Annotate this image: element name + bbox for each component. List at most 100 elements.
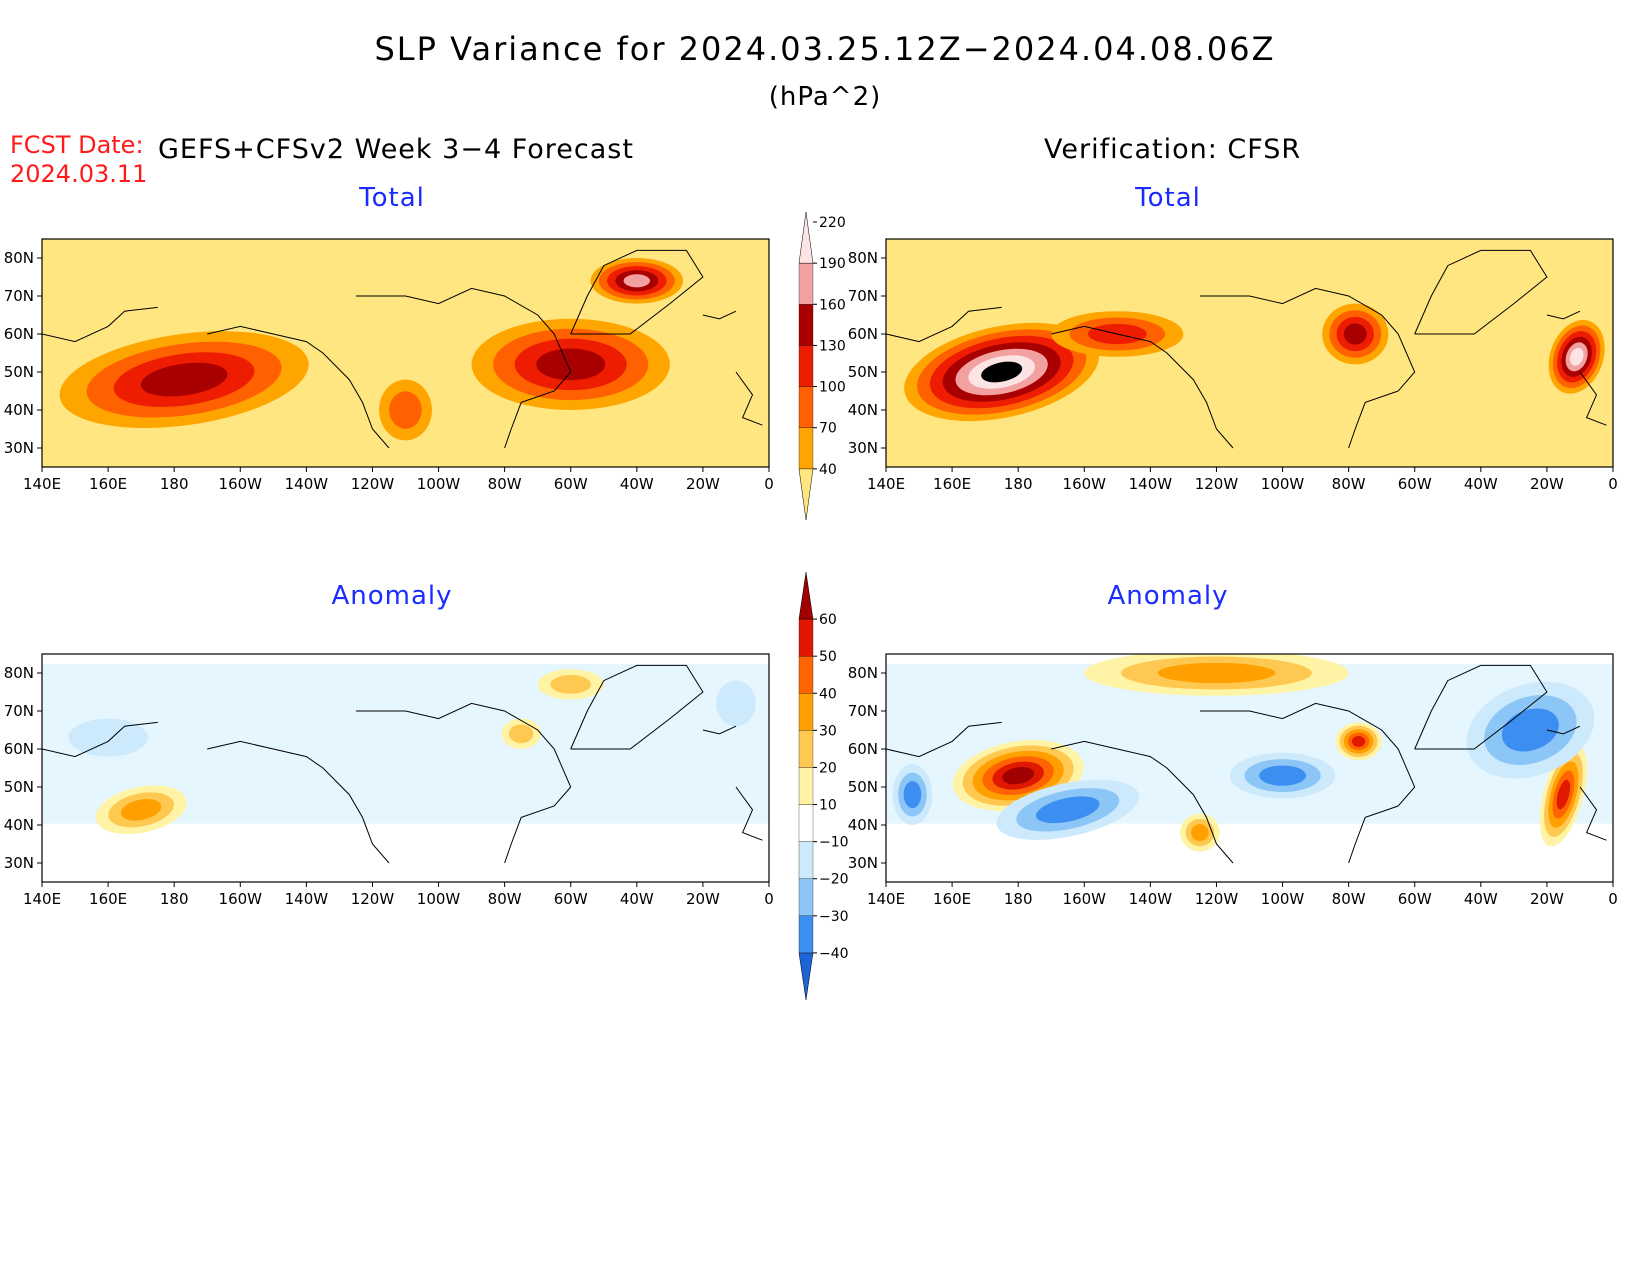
lat-tick-label: 30N [4, 439, 34, 457]
colorbar-swatch [798, 730, 814, 768]
contour-blob-6 [1466, 681, 1595, 779]
lon-tick-label: 60W [1398, 475, 1432, 493]
panel-frame [885, 238, 1614, 468]
colorbar-swatch [798, 262, 814, 305]
colorbar-label: 10 [819, 798, 837, 814]
colorbar-swatch [798, 878, 814, 916]
colorbar-swatch [798, 952, 814, 1001]
coastline-1 [207, 325, 390, 449]
lon-tick-label: 140E [23, 890, 61, 908]
colorbar-swatch [798, 304, 814, 346]
coastline-0 [42, 721, 158, 758]
lat-tick-label: 40N [4, 816, 34, 834]
lon-tick-label: 140E [23, 475, 61, 493]
contour-blob-3 [379, 379, 432, 441]
contour-level-6 [1569, 347, 1584, 366]
lon-tick-label: 0 [1608, 475, 1618, 493]
lon-tick-label: 180 [1004, 890, 1033, 908]
contour-blob-2 [1335, 722, 1382, 761]
contour-blob-8 [1180, 813, 1220, 852]
lon-tick-label: 120W [351, 475, 395, 493]
colorbar-swatch [798, 767, 814, 805]
contour-level-4 [140, 362, 228, 397]
coastline-5 [1579, 371, 1607, 426]
lon-tick-label: 140W [285, 475, 329, 493]
contour-blob-2 [590, 258, 684, 304]
lon-tick-label: 120W [1195, 890, 1239, 908]
lon-tick-label: 80W [488, 890, 522, 908]
contour-blob-3 [1084, 654, 1349, 696]
contour-level--1 [716, 680, 756, 727]
lon-tick-label: 80W [1332, 890, 1366, 908]
panel-title-forecast-total: Total [359, 183, 425, 213]
contour-level-7 [981, 361, 1023, 383]
contour-blob-3 [68, 718, 148, 757]
contour-level-2 [508, 724, 534, 744]
lon-tick-label: 160W [219, 890, 263, 908]
lon-tick-label: 40W [1464, 890, 1498, 908]
colorbar-label: −20 [819, 872, 849, 888]
contour-level-6 [1002, 766, 1035, 785]
contour-level--1 [68, 718, 148, 757]
lon-tick-label: 180 [1004, 475, 1033, 493]
coastline-2 [1199, 702, 1416, 864]
lat-tick-label: 70N [4, 287, 34, 305]
panel-frame [41, 238, 770, 468]
coastline-2 [355, 287, 572, 449]
panel-title-verification-total: Total [1135, 183, 1201, 213]
contour-blob-1 [1322, 303, 1389, 365]
lon-tick-label: 60W [1398, 890, 1432, 908]
colorbar-swatch [798, 427, 814, 470]
contour-blob-0 [904, 322, 1100, 422]
lon-tick-label: 160W [1063, 475, 1107, 493]
map-panel-forecast-total: 140E 160E 180 160W 140W 120W 100W 80W 60W 40W 20W 0… [4, 238, 774, 493]
map-panel-verification-total: 140E 160E 180 160W 140W 120W 100W 80W 60W 40W 20W 0… [848, 238, 1618, 493]
lon-tick-label: 140E [867, 475, 905, 493]
coastline-5 [735, 786, 763, 841]
fcst-date-value: 2024.03.11 [10, 160, 148, 188]
coastline-1 [207, 740, 390, 864]
lon-tick-label: 180 [160, 890, 189, 908]
lon-tick-label: 60W [554, 890, 588, 908]
contour-blob-4 [996, 779, 1140, 840]
lat-tick-label: 40N [848, 401, 878, 419]
lon-tick-label: 60W [554, 475, 588, 493]
contour-blob-2 [501, 718, 541, 749]
lat-tick-label: 40N [4, 401, 34, 419]
lon-tick-label: 80W [1332, 475, 1366, 493]
contour-blob-1 [471, 318, 670, 410]
contour-blob-1 [537, 669, 604, 700]
lon-tick-label: 120W [351, 890, 395, 908]
coastline-1 [1051, 740, 1234, 864]
coastline-0 [886, 721, 1002, 758]
lon-tick-label: 160E [933, 475, 971, 493]
colorbar-swatch [798, 386, 814, 428]
colorbar-label: 130 [819, 338, 846, 354]
lat-tick-label: 60N [4, 740, 34, 758]
colorbar-swatch [798, 211, 814, 264]
coastline-0 [886, 306, 1002, 343]
coastline-3 [570, 249, 704, 335]
coastline-0 [42, 306, 158, 343]
colorbar-total: 40 70 100 130 160 190 220 [798, 211, 846, 521]
lon-tick-label: 140W [285, 890, 329, 908]
colorbar-swatch [798, 618, 814, 657]
forecast-header: GEFS+CFSv2 Week 3−4 Forecast [158, 134, 634, 165]
colorbar-label: −30 [819, 909, 849, 925]
lon-tick-label: 100W [1261, 475, 1305, 493]
lon-tick-label: 100W [417, 475, 461, 493]
colorbar-swatch [798, 693, 814, 731]
coastline-1 [1051, 325, 1234, 449]
colorbar-swatch [798, 571, 814, 620]
figure-title: SLP Variance for 2024.03.25.12Z−2024.04.… [374, 30, 1276, 68]
lat-tick-label: 80N [4, 664, 34, 682]
colorbar-anomaly: −40 −30 −20 −10 10 20 30 40 50 60 [798, 571, 849, 1001]
coastline-2 [1199, 287, 1416, 449]
lon-tick-label: 160E [89, 475, 127, 493]
coastline-5 [735, 371, 763, 426]
panel-title-forecast-anomaly: Anomaly [331, 581, 453, 611]
lon-tick-label: 120W [1195, 475, 1239, 493]
lon-tick-label: 20W [686, 475, 720, 493]
lon-tick-label: 140W [1129, 475, 1173, 493]
contour-level-3 [1191, 824, 1209, 842]
